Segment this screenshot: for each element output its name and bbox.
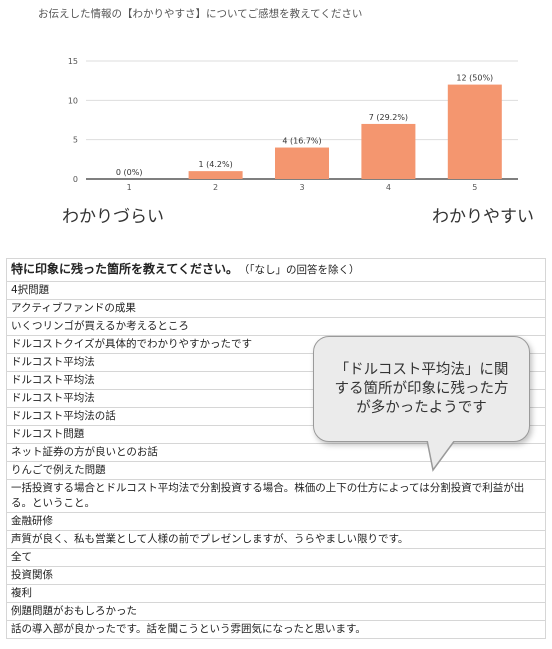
bar-data-label: 0 (0%) — [116, 168, 143, 177]
table-header-cell: 特に印象に残った箇所を教えてください。 （「なし」の回答を除く） — [6, 258, 546, 282]
table-cell: 金融研修 — [6, 512, 546, 531]
y-tick-label: 5 — [73, 136, 78, 145]
x-tick-label: 4 — [386, 183, 391, 192]
table-header-row: 特に印象に残った箇所を教えてください。 （「なし」の回答を除く） — [6, 258, 546, 282]
table-cell: いくつリンゴが買えるか考えるところ — [6, 317, 546, 336]
x-tick-label: 3 — [299, 183, 304, 192]
chart-title: お伝えした情報の【わかりやすさ】についてご感想を教えてください — [38, 8, 363, 20]
table-cell: 複利 — [6, 584, 546, 603]
table-cell: 全て — [6, 548, 546, 567]
bar-data-label: 12 (50%) — [456, 74, 493, 83]
bar-data-label: 1 (4.2%) — [198, 160, 232, 169]
table-row: 声質が良く、私も営業として人様の前でプレゼンしますが、うらやましい限りです。 — [6, 530, 546, 549]
table-row: 金融研修 — [6, 512, 546, 531]
x-tick-label: 1 — [127, 183, 132, 192]
table-row: アクティブファンドの成果 — [6, 299, 546, 318]
scale-right-label: わかりやすい — [432, 207, 534, 227]
table-row: 4択問題 — [6, 281, 546, 300]
bar — [447, 84, 502, 179]
bar — [188, 171, 243, 179]
bar-data-label: 7 (29.2%) — [369, 113, 408, 122]
table-row: いくつリンゴが買えるか考えるところ — [6, 317, 546, 336]
table-row: 投資関係 — [6, 566, 546, 585]
table-row: 複利 — [6, 584, 546, 603]
table-cell: 話の導入部が良かったです。話を聞こうという雰囲気になったと思います。 — [6, 620, 546, 639]
table-header-note: （「なし」の回答を除く） — [244, 264, 360, 276]
table-cell: 声質が良く、私も営業として人様の前でプレゼンしますが、うらやましい限りです。 — [6, 530, 546, 549]
x-tick-label: 2 — [213, 183, 218, 192]
scale-left-label: わかりづらい — [62, 207, 164, 227]
bar — [275, 147, 329, 179]
table-cell: 投資関係 — [6, 566, 546, 585]
table-cell: 一括投資する場合とドルコスト平均法で分割投資する場合。株価の上下の仕方によっては… — [6, 479, 546, 513]
callout-tail — [425, 440, 461, 472]
table-row: 例題問題がおもしろかった — [6, 602, 546, 621]
y-tick-label: 15 — [68, 57, 78, 66]
table-row: 一括投資する場合とドルコスト平均法で分割投資する場合。株価の上下の仕方によっては… — [6, 479, 546, 513]
table-row: 全て — [6, 548, 546, 567]
table-header-title: 特に印象に残った箇所を教えてください。 — [11, 262, 239, 276]
table-cell: アクティブファンドの成果 — [6, 299, 546, 318]
y-tick-label: 0 — [73, 175, 78, 184]
bar-chart: 0 5 10 15 0 (0%) 1 1 (4.2%) 2 4 (16.7%) 3 7 (29.2%… — [68, 57, 518, 192]
y-tick-label: 10 — [68, 96, 78, 105]
table-row: 話の導入部が良かったです。話を聞こうという雰囲気になったと思います。 — [6, 620, 546, 639]
bar — [361, 123, 416, 179]
bar-data-label: 4 (16.7%) — [282, 137, 321, 146]
table-cell: 例題問題がおもしろかった — [6, 602, 546, 621]
callout-text: 「ドルコスト平均法」に関する箇所が印象に残った方が多かったようです — [334, 361, 509, 416]
callout-bubble: 「ドルコスト平均法」に関する箇所が印象に残った方が多かったようです — [313, 336, 530, 442]
response-table: 特に印象に残った箇所を教えてください。 （「なし」の回答を除く） 4択問題 アクティ… — [6, 258, 546, 639]
table-cell: 4択問題 — [6, 281, 546, 300]
x-tick-label: 5 — [472, 183, 477, 192]
